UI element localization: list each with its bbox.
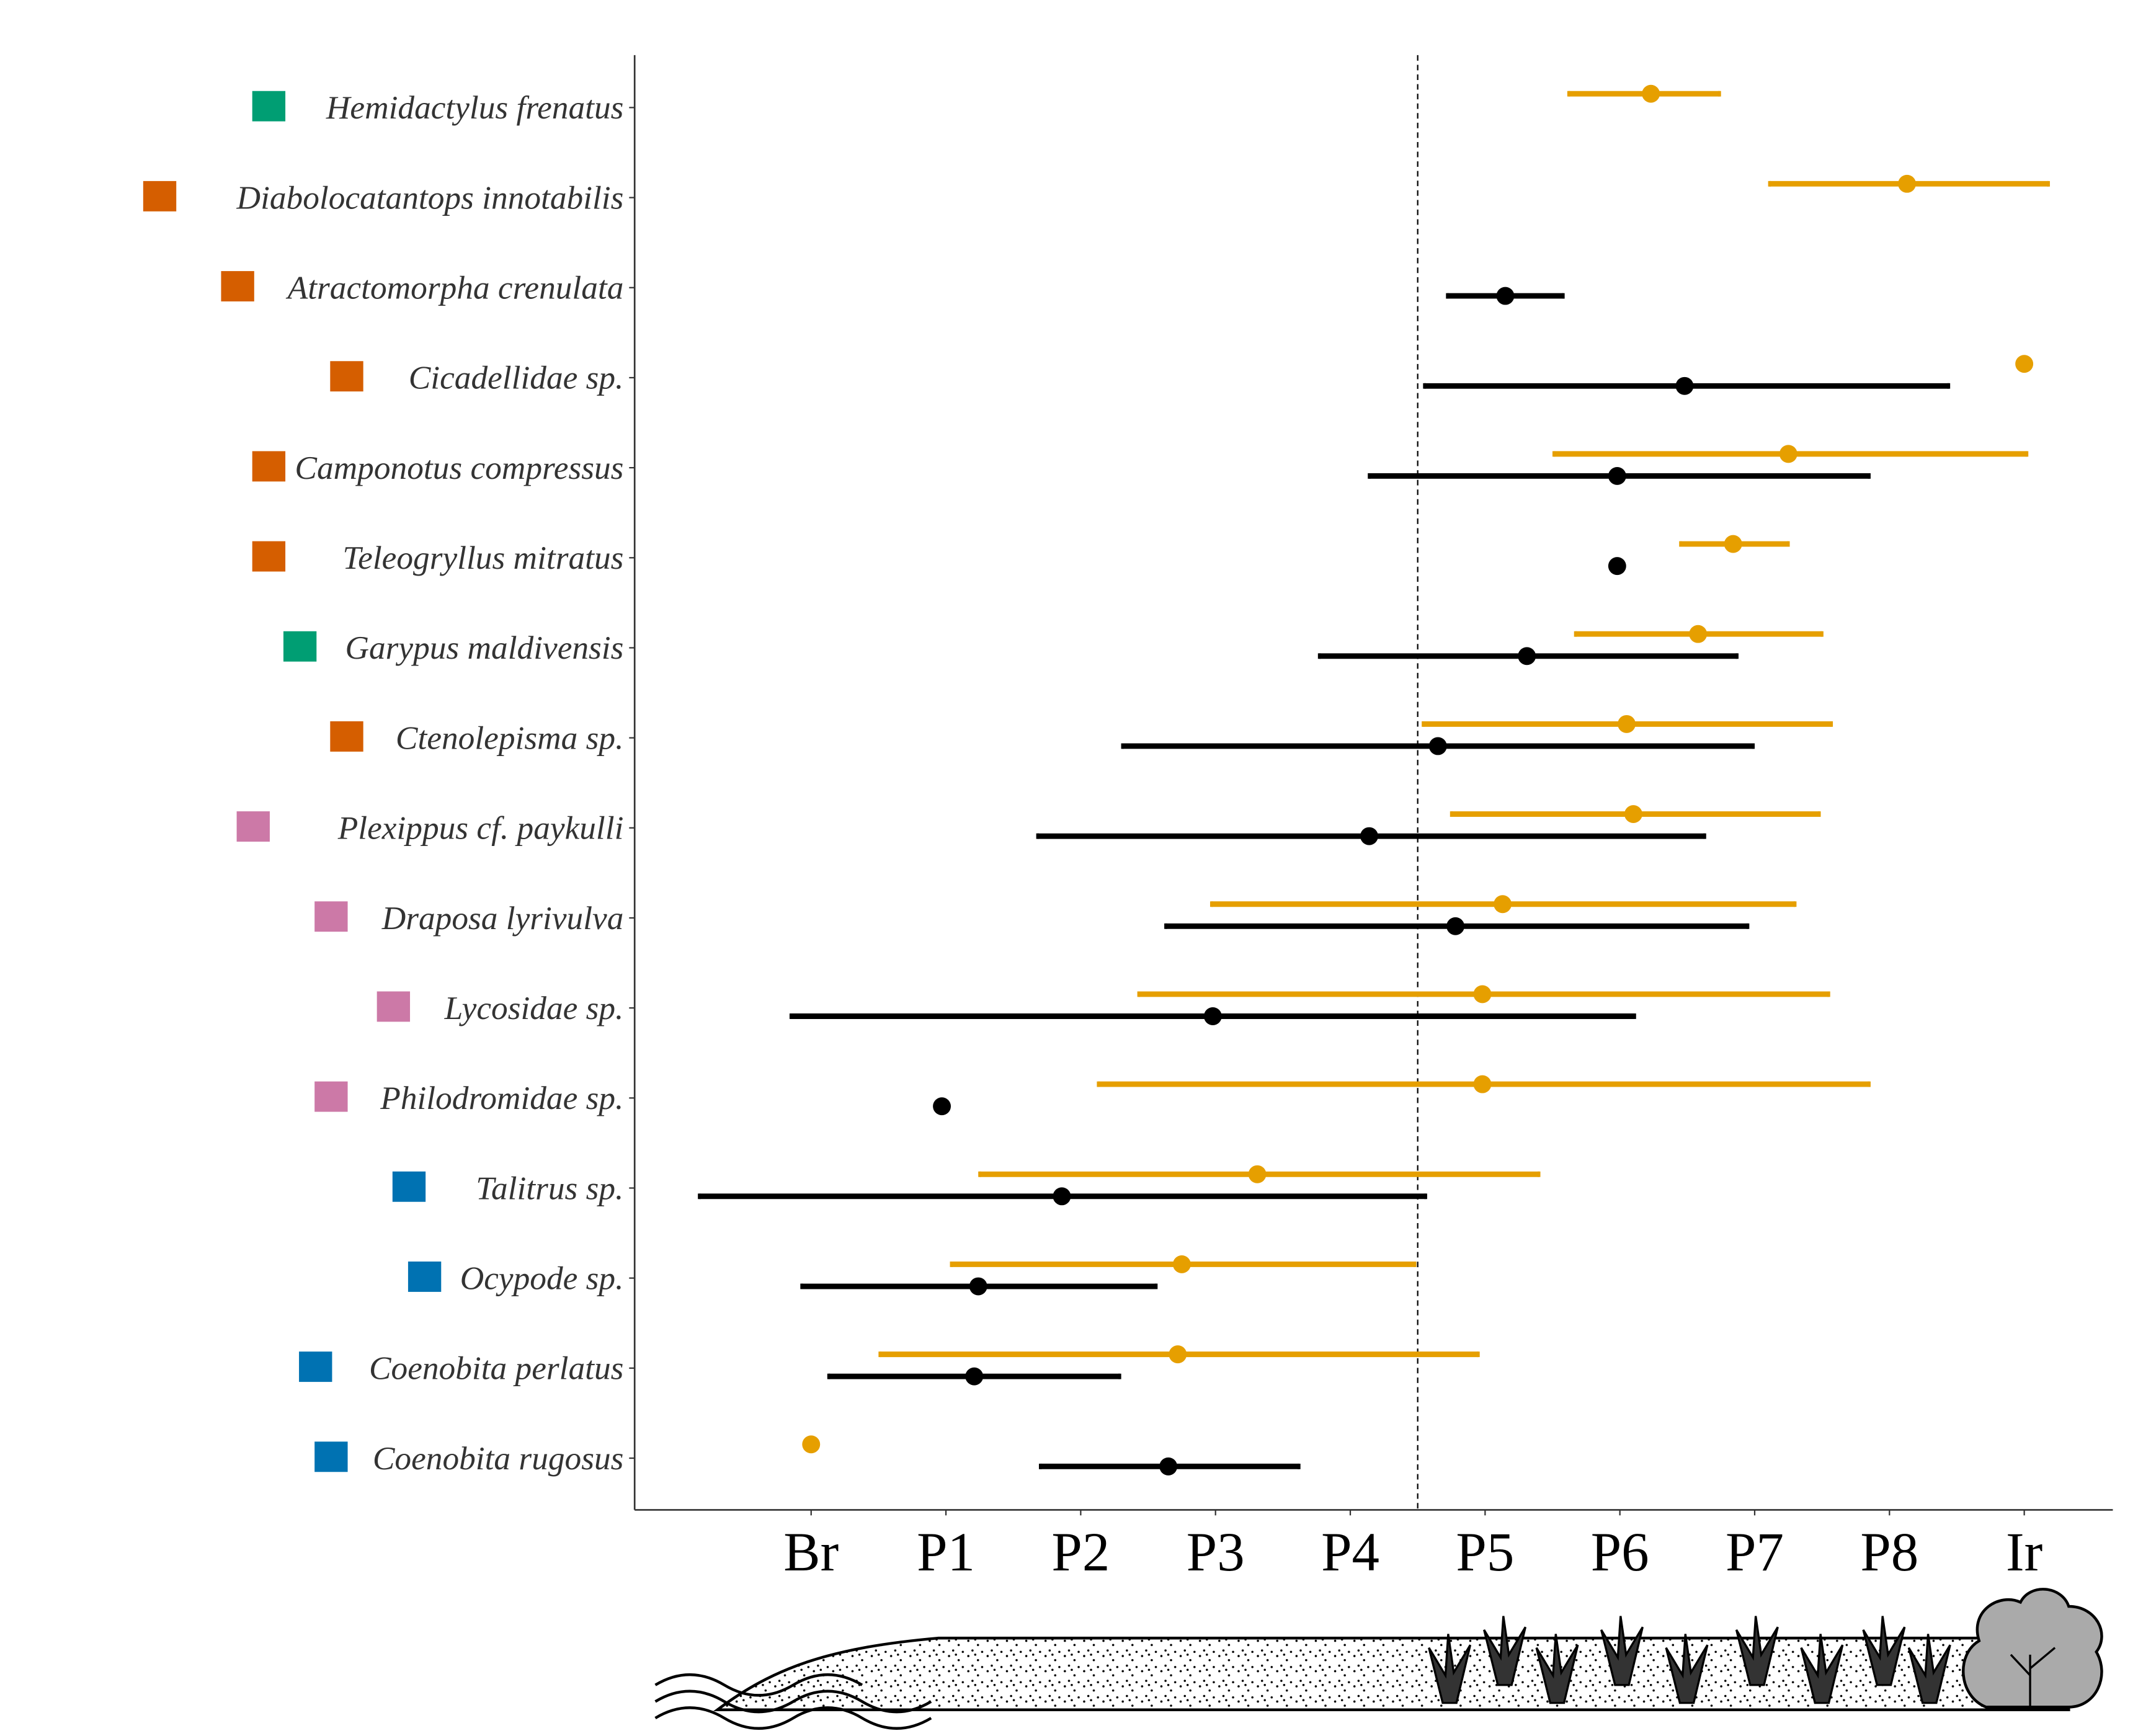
x-tick-label: P4 (1321, 1522, 1379, 1583)
grass-tuft-icon (1907, 1634, 1951, 1704)
series_a-point (1779, 445, 1797, 463)
shrub-icon (1962, 1588, 2103, 1709)
series_b-point (969, 1277, 987, 1296)
species-label: Atractomorpha crenulata (286, 269, 624, 306)
species-label: Coenobita rugosus (373, 1440, 624, 1477)
group-color-square (330, 361, 363, 392)
group-color-square (143, 180, 177, 211)
x-tick-label: Ir (2006, 1522, 2042, 1583)
species-label: Ocypode sp. (460, 1259, 624, 1296)
series_b-point (1496, 287, 1515, 305)
labels: Hemidactylus frenatus Diabolocatantops in… (143, 89, 624, 1477)
species-label: Lycosidae sp. (444, 989, 624, 1026)
x-tick-label: P1 (917, 1522, 975, 1583)
grass-tuft-icon (1428, 1634, 1472, 1704)
grass-tuft-icon (1800, 1634, 1844, 1704)
x-tick-label: P7 (1726, 1522, 1784, 1583)
species-label: Coenobita perlatus (369, 1350, 623, 1387)
series_a-point (1248, 1165, 1267, 1183)
marks (698, 84, 2050, 1476)
series_b-point (1159, 1457, 1178, 1476)
series_b-point (1518, 647, 1536, 665)
series_b-point (1428, 737, 1447, 755)
series_b-point (1608, 557, 1626, 576)
series_a-point (1642, 84, 1660, 103)
group-color-square (408, 1261, 442, 1292)
group-color-square (236, 811, 270, 842)
species-label: Diabolocatantops innotabilis (236, 179, 624, 216)
group-color-square (252, 451, 286, 482)
series_a-point (1624, 805, 1642, 824)
x-tick-label: P8 (1860, 1522, 1918, 1583)
species-label: Teleogryllus mitratus (342, 539, 623, 576)
group-color-square (314, 1441, 348, 1472)
species-label: Plexippus cf. paykulli (337, 809, 624, 847)
series_b-point (1203, 1007, 1222, 1025)
wave-line (654, 1706, 932, 1730)
series_b-point (1053, 1187, 1071, 1206)
group-color-square (221, 271, 254, 301)
species-label: Talitrus sp. (476, 1169, 623, 1206)
series_b-point (965, 1367, 984, 1386)
series_b-point (1446, 917, 1464, 935)
grass-tuft-icon (1535, 1634, 1579, 1704)
x-tick-label: P6 (1591, 1522, 1649, 1583)
series_a-point (1494, 895, 1512, 914)
x-tick-label: Br (783, 1522, 839, 1583)
series_b-point (933, 1097, 951, 1116)
group-color-square (252, 541, 286, 572)
shrub-trunk (2010, 1647, 2056, 1707)
species-label: Ctenolepisma sp. (396, 719, 623, 756)
series_b-point (1675, 376, 1694, 395)
x-tick-label: P5 (1456, 1522, 1514, 1583)
group-color-square (314, 1081, 348, 1112)
series_a-point (1724, 535, 1742, 553)
series_b-point (1360, 827, 1378, 845)
group-color-square (252, 91, 286, 122)
species-label: Hemidactylus frenatus (326, 89, 624, 126)
species-label: Garypus maldivensis (345, 629, 623, 666)
wave-line (654, 1689, 932, 1714)
grass-tuft-icon (1665, 1634, 1709, 1704)
species-label: Cicadellidae sp. (409, 359, 624, 396)
beach-profile-illustration (654, 1588, 2103, 1730)
grass-tuft-icon (1862, 1616, 1906, 1686)
wave-line (654, 1673, 863, 1697)
axes: Br P1 P2 P3 P4 P5 P6 P7 P8 Ir (629, 55, 2113, 1583)
series_a-point (1618, 714, 1636, 733)
series_a-point (2015, 355, 2034, 373)
group-color-square (283, 631, 317, 662)
series_b-point (1608, 466, 1626, 485)
series_a-point (1169, 1345, 1187, 1364)
species-label: Draposa lyrivulva (381, 899, 624, 937)
grass-tuft-icon (1735, 1616, 1779, 1686)
x-tick-label: P3 (1187, 1522, 1245, 1583)
series_a-point (1689, 625, 1708, 643)
group-color-square (299, 1351, 332, 1382)
species-label: Camponotus compressus (295, 449, 623, 486)
series_a-point (802, 1435, 821, 1454)
series_a-point (1473, 1075, 1492, 1093)
grass-tuft-icon (1600, 1616, 1644, 1686)
sand-profile (713, 1636, 2070, 1711)
grass-tuft-icon (1483, 1616, 1526, 1686)
series_a-point (1473, 985, 1492, 1004)
series_a-point (1898, 174, 1917, 193)
group-color-square (376, 991, 411, 1022)
group-color-square (314, 901, 348, 932)
group-color-square (330, 721, 363, 752)
x-tick-label: P2 (1051, 1522, 1110, 1583)
series_a-point (1172, 1255, 1191, 1273)
group-color-square (392, 1171, 426, 1202)
species-label: Philodromidae sp. (380, 1079, 623, 1116)
